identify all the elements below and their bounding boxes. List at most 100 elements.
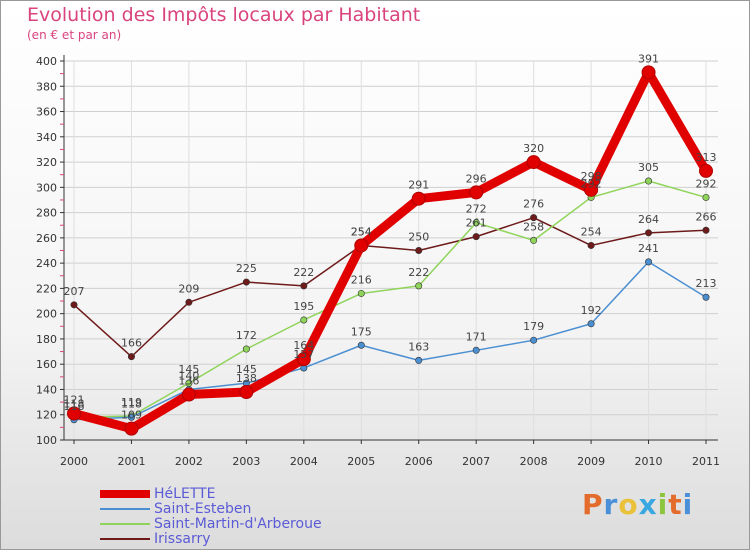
y-tick-label: 360 [36, 106, 57, 119]
data-point-h-lette [67, 406, 81, 421]
data-label-saint-esteben: 140 [178, 369, 199, 382]
data-point-saint-esteben [357, 341, 365, 349]
data-label-saint-esteben: 145 [236, 363, 257, 376]
data-label-saint-martin-d-arberoue: 292 [696, 177, 717, 190]
data-label-h-lette: 298 [581, 170, 602, 183]
data-point-saint-martin-d-arberoue [242, 345, 250, 353]
data-label-saint-esteben: 116 [64, 400, 85, 413]
data-point-irissarry [300, 282, 308, 290]
data-label-h-lette: 291 [408, 179, 429, 192]
data-point-h-lette [354, 238, 369, 253]
data-point-irissarry [70, 301, 78, 309]
data-label-saint-martin-d-arberoue: 222 [408, 266, 429, 279]
data-point-saint-martin-d-arberoue [415, 282, 423, 290]
y-tick-label: 240 [36, 257, 57, 270]
data-label-saint-martin-d-arberoue: 119 [121, 396, 142, 409]
legend-label-saint-esteben: Saint-Esteben [154, 500, 252, 517]
data-label-irissarry: 225 [236, 262, 257, 275]
data-label-saint-martin-d-arberoue: 145 [178, 363, 199, 376]
data-label-saint-esteben: 179 [523, 320, 544, 333]
data-point-saint-esteben [415, 356, 423, 364]
data-label-irissarry: 254 [351, 225, 372, 238]
data-label-h-lette: 121 [64, 393, 85, 406]
legend-item-saint-esteben: Saint-Esteben [100, 500, 322, 517]
data-label-irissarry: 264 [638, 213, 659, 226]
data-point-saint-esteben [587, 320, 595, 328]
data-point-h-lette [699, 163, 713, 178]
data-label-saint-esteben: 171 [466, 330, 487, 343]
data-label-saint-martin-d-arberoue: 305 [638, 161, 659, 174]
data-label-irissarry: 266 [696, 210, 717, 223]
y-tick-label: 220 [36, 282, 57, 295]
data-point-saint-esteben [127, 413, 135, 421]
y-tick-label: 160 [36, 358, 57, 371]
y-tick-label: 380 [36, 80, 57, 93]
data-point-h-lette [641, 65, 656, 80]
data-label-h-lette: 320 [523, 142, 544, 155]
x-tick-label: 2002 [175, 455, 203, 468]
data-label-irissarry: 207 [64, 285, 85, 298]
data-label-saint-martin-d-arberoue: 272 [466, 203, 487, 216]
legend-item-saint-martin: Saint-Martin-d'Arberoue [100, 516, 322, 532]
data-label-h-lette: 391 [638, 52, 659, 65]
data-label-saint-martin-d-arberoue: 216 [351, 273, 372, 286]
data-point-h-lette [124, 421, 139, 436]
data-label-irissarry: 261 [466, 217, 487, 230]
y-tick-label: 260 [36, 232, 57, 245]
x-tick-label: 2000 [60, 455, 88, 468]
legend: HéLETTE Saint-Esteben Saint-Martin-d'Arb… [100, 485, 322, 547]
data-label-irissarry: 222 [293, 266, 314, 279]
data-point-irissarry [242, 278, 250, 286]
chart-title: Evolution des Impôts locaux par Habitant [27, 4, 421, 26]
x-tick-label: 2010 [635, 455, 663, 468]
data-label-h-lette: 254 [351, 225, 372, 238]
legend-item-irissarry: Irissarry [100, 531, 322, 547]
series-line-saint-martin-d-arberoue [73, 180, 707, 419]
data-label-saint-esteben: 163 [408, 340, 429, 353]
data-point-saint-esteben [645, 258, 653, 266]
series-line-saint-esteben [73, 261, 707, 421]
data-point-h-lette [239, 384, 254, 399]
data-point-h-lette [469, 185, 484, 200]
data-label-saint-esteben: 118 [121, 397, 142, 410]
data-point-saint-martin-d-arberoue [702, 193, 710, 201]
data-point-irissarry [472, 233, 480, 241]
data-label-saint-martin-d-arberoue: 195 [293, 300, 314, 313]
x-tick-label: 2011 [692, 455, 720, 468]
legend-label-helette: HéLETTE [154, 485, 216, 502]
data-label-saint-esteben: 241 [638, 242, 659, 255]
data-label-irissarry: 250 [408, 231, 429, 244]
data-point-h-lette [181, 387, 196, 402]
y-tick-label: 180 [36, 333, 57, 346]
legend-swatch-saint-esteben [100, 507, 150, 510]
x-tick-label: 2007 [462, 455, 490, 468]
data-point-irissarry [702, 226, 710, 234]
data-point-irissarry [415, 247, 423, 255]
y-tick-label: 320 [36, 156, 57, 169]
x-tick-label: 2005 [347, 455, 375, 468]
data-point-h-lette [584, 182, 599, 197]
legend-swatch-helette [100, 489, 150, 498]
proxiti-logo: Proxiti [582, 488, 694, 521]
x-tick-label: 2003 [232, 455, 260, 468]
series-line-irissarry [73, 216, 707, 358]
data-point-saint-martin-d-arberoue [472, 219, 480, 227]
data-label-irissarry: 209 [178, 282, 199, 295]
series-line-h-lette [69, 67, 711, 434]
data-label-h-lette: 296 [466, 172, 487, 185]
x-tick-label: 2008 [520, 455, 548, 468]
data-label-saint-martin-d-arberoue: 292 [581, 177, 602, 190]
y-tick-label: 200 [36, 308, 57, 321]
chart-subtitle: (en € et par an) [27, 28, 122, 42]
y-tick-label: 100 [36, 434, 57, 447]
data-label-h-lette: 313 [696, 151, 717, 164]
data-label-saint-esteben: 213 [696, 277, 717, 290]
data-point-h-lette [526, 155, 541, 170]
data-point-saint-martin-d-arberoue [300, 316, 308, 324]
data-point-saint-esteben [472, 346, 480, 354]
x-tick-label: 2004 [290, 455, 318, 468]
y-tick-label: 340 [36, 131, 57, 144]
data-label-saint-esteben: 157 [293, 348, 314, 361]
data-label-h-lette: 138 [236, 372, 257, 385]
